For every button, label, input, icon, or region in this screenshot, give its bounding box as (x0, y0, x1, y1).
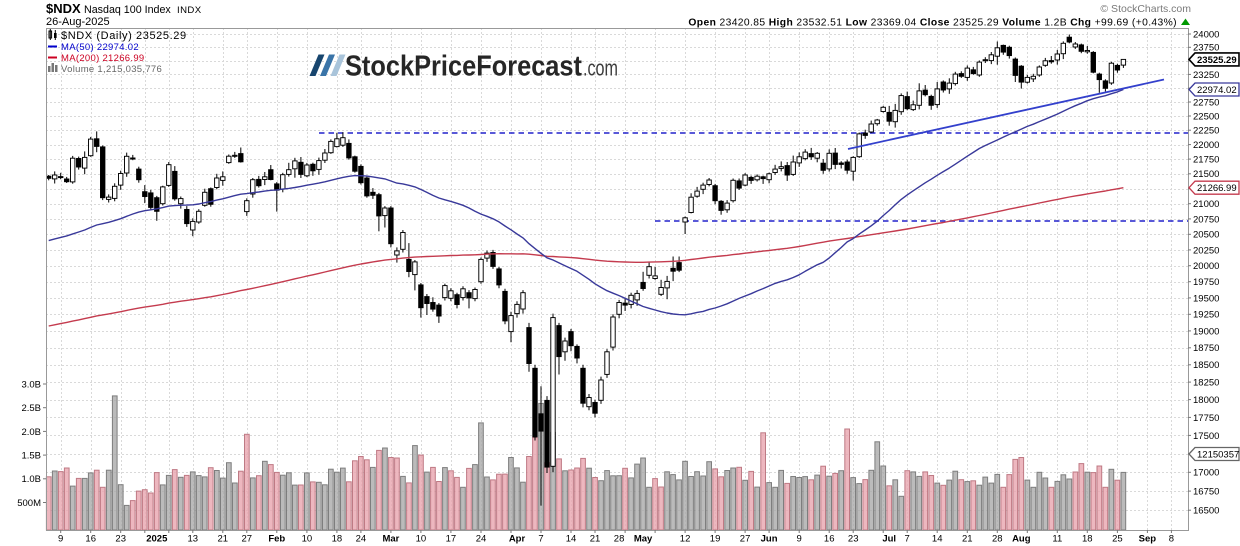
svg-text:12150357: 12150357 (1197, 450, 1239, 461)
svg-text:22750: 22750 (1193, 97, 1219, 108)
svg-text:8: 8 (1169, 534, 1174, 545)
svg-text:Sep: Sep (1139, 534, 1157, 545)
svg-text:27: 27 (242, 534, 253, 545)
svg-text:Volume 1,215,035,776: Volume 1,215,035,776 (61, 64, 162, 75)
svg-text:17000: 17000 (1193, 468, 1219, 479)
svg-text:24: 24 (476, 534, 487, 545)
svg-text:21500: 21500 (1193, 169, 1219, 180)
svg-text:Jun: Jun (761, 534, 778, 545)
svg-text:20750: 20750 (1193, 214, 1219, 225)
svg-text:2.5B: 2.5B (21, 403, 41, 414)
svg-text:19250: 19250 (1193, 310, 1219, 321)
svg-text:9: 9 (797, 534, 802, 545)
svg-text:19000: 19000 (1193, 326, 1219, 337)
svg-text:2.0B: 2.0B (21, 427, 41, 438)
svg-text:21: 21 (590, 534, 601, 545)
svg-text:23: 23 (115, 534, 126, 545)
svg-text:21: 21 (962, 534, 973, 545)
svg-text:14: 14 (932, 534, 943, 545)
svg-text:10: 10 (416, 534, 427, 545)
svg-text:500M: 500M (17, 498, 41, 509)
svg-text:21266.99: 21266.99 (1197, 183, 1237, 194)
svg-text:23250: 23250 (1193, 70, 1219, 81)
svg-text:17750: 17750 (1193, 413, 1219, 424)
svg-text:25: 25 (1112, 534, 1123, 545)
svg-text:May: May (634, 534, 653, 545)
svg-text:13: 13 (188, 534, 199, 545)
svg-text:7: 7 (538, 534, 543, 545)
svg-text:9: 9 (58, 534, 63, 545)
svg-text:Open 23420.85 High 23532.51 Lo: Open 23420.85 High 23532.51 Low 23369.04… (688, 18, 1177, 29)
svg-text:16: 16 (824, 534, 835, 545)
svg-text:22000: 22000 (1193, 140, 1219, 151)
svg-text:19500: 19500 (1193, 293, 1219, 304)
svg-text:26-Aug-2025: 26-Aug-2025 (46, 16, 110, 28)
svg-text:20000: 20000 (1193, 261, 1219, 272)
svg-text:19750: 19750 (1193, 277, 1219, 288)
svg-text:23: 23 (848, 534, 859, 545)
svg-text:StockPriceForecast: StockPriceForecast (345, 51, 582, 83)
svg-text:18: 18 (332, 534, 343, 545)
svg-text:17500: 17500 (1193, 431, 1219, 442)
svg-text:18500: 18500 (1193, 360, 1219, 371)
svg-text:21: 21 (218, 534, 229, 545)
svg-text:21750: 21750 (1193, 155, 1219, 166)
svg-text:17: 17 (446, 534, 457, 545)
svg-text:2025: 2025 (146, 534, 168, 545)
svg-text:18750: 18750 (1193, 343, 1219, 354)
svg-text:21000: 21000 (1193, 199, 1219, 210)
svg-text:22974.02: 22974.02 (1197, 85, 1237, 96)
svg-text:28: 28 (614, 534, 625, 545)
svg-text:Feb: Feb (268, 534, 285, 545)
svg-text:22500: 22500 (1193, 111, 1219, 122)
svg-text:11: 11 (1052, 534, 1062, 545)
svg-text:20250: 20250 (1193, 245, 1219, 256)
svg-text:23525.29: 23525.29 (1197, 55, 1237, 66)
svg-text:22250: 22250 (1193, 126, 1219, 137)
svg-text:1.5B: 1.5B (21, 451, 41, 462)
svg-text:24000: 24000 (1193, 29, 1219, 40)
svg-text:10: 10 (302, 534, 313, 545)
svg-text:12: 12 (680, 534, 691, 545)
svg-text:27: 27 (740, 534, 751, 545)
svg-text:$NDX (Daily) 23525.29: $NDX (Daily) 23525.29 (61, 30, 187, 42)
svg-text:23750: 23750 (1193, 43, 1219, 54)
svg-text:3.0B: 3.0B (21, 379, 41, 390)
svg-text:INDX: INDX (177, 5, 202, 16)
svg-text:16500: 16500 (1193, 506, 1219, 517)
svg-text:.com: .com (583, 56, 618, 81)
svg-text:24: 24 (356, 534, 367, 545)
svg-text:16750: 16750 (1193, 487, 1219, 498)
svg-text:Apr: Apr (509, 534, 526, 545)
svg-text:14: 14 (566, 534, 577, 545)
svg-text:18000: 18000 (1193, 395, 1219, 406)
svg-text:MA(50) 22974.02: MA(50) 22974.02 (61, 42, 139, 53)
svg-text:18250: 18250 (1193, 378, 1219, 389)
svg-text:Jul: Jul (882, 534, 896, 545)
svg-text:28: 28 (992, 534, 1003, 545)
svg-text:7: 7 (905, 534, 910, 545)
svg-text:20500: 20500 (1193, 230, 1219, 241)
svg-text:MA(200) 21266.99: MA(200) 21266.99 (61, 53, 145, 64)
svg-text:18: 18 (1082, 534, 1093, 545)
svg-text:16: 16 (85, 534, 96, 545)
svg-text:Mar: Mar (382, 534, 399, 545)
svg-text:Aug: Aug (1012, 534, 1031, 545)
svg-text:1.0B: 1.0B (21, 474, 41, 485)
svg-text:19: 19 (710, 534, 721, 545)
svg-text:© StockCharts.com: © StockCharts.com (1100, 3, 1191, 15)
svg-text:Nasdaq 100 Index: Nasdaq 100 Index (84, 4, 171, 16)
svg-text:$NDX: $NDX (46, 1, 81, 16)
